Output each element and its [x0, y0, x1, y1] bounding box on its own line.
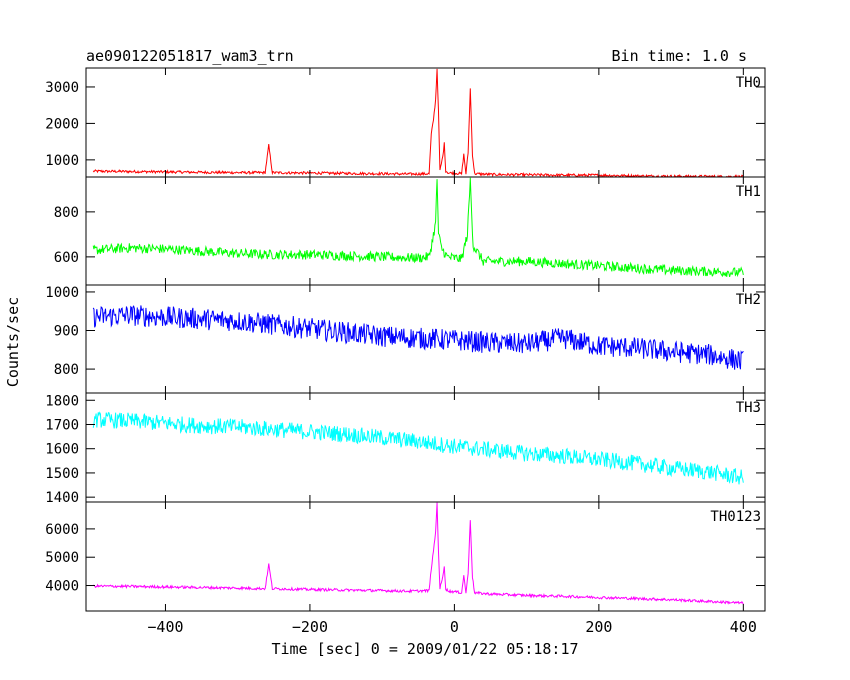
x-axis: −400 −200 0 200 400	[147, 618, 756, 636]
y-tick-label: 1800	[45, 393, 79, 409]
series-line-th3	[92, 411, 744, 485]
y-tick-label: 1700	[45, 417, 79, 433]
y-tick-label: 600	[54, 250, 79, 266]
panel-name-label: TH0	[736, 75, 761, 91]
y-tick-label: 3000	[45, 80, 79, 96]
panel-th0123: 4000 5000 6000 TH0123	[45, 501, 766, 612]
panel-name-label: TH0123	[710, 509, 761, 525]
panel-th0: 1000 2000 3000 TH0	[45, 67, 766, 178]
panel-frame	[85, 501, 766, 612]
y-tick-label: 1600	[45, 442, 79, 458]
panel-frame	[85, 392, 766, 503]
y-tick-label: 800	[54, 362, 79, 378]
series-line-th0123	[93, 502, 744, 605]
x-axis-label: Time [sec] 0 = 2009/01/22 05:18:17	[271, 640, 578, 658]
x-tick-label: 0	[450, 618, 459, 636]
x-tick-label: 400	[730, 618, 757, 636]
chart-title-left: ae090122051817_wam3_trn	[86, 47, 294, 65]
y-tick-label: 5000	[45, 550, 79, 566]
panel-name-label: TH1	[736, 184, 761, 200]
y-tick-label: 6000	[45, 522, 79, 538]
y-tick-label: 1000	[45, 153, 79, 169]
chart-title-right: Bin time: 1.0 s	[612, 47, 747, 65]
y-tick-label: 1500	[45, 466, 79, 482]
panel-name-label: TH3	[736, 400, 761, 416]
panels-group: 1000 2000 3000 TH0 600 800 TH1 800 900 1000 TH2 140…	[45, 67, 766, 612]
panel-th3: 1400 1500 1600 1700 1800 TH3	[45, 392, 766, 506]
y-tick-label: 2000	[45, 116, 79, 132]
y-tick-label: 900	[54, 324, 79, 340]
y-tick-label: 1000	[45, 285, 79, 301]
y-tick-label: 800	[54, 205, 79, 221]
x-tick-label: 200	[585, 618, 612, 636]
panel-th1: 600 800 TH1	[54, 176, 766, 286]
y-tick-label: 1400	[45, 490, 79, 506]
panel-name-label: TH2	[736, 292, 761, 308]
y-axis-label: Counts/sec	[4, 297, 22, 387]
series-line-th1	[92, 177, 744, 278]
x-tick-label: −200	[292, 618, 328, 636]
series-line-th0	[92, 68, 744, 177]
panel-frame	[85, 67, 766, 178]
x-tick-label: −400	[147, 618, 183, 636]
series-line-th2	[92, 305, 744, 370]
y-tick-label: 4000	[45, 579, 79, 595]
panel-th2: 800 900 1000 TH2	[45, 284, 766, 394]
